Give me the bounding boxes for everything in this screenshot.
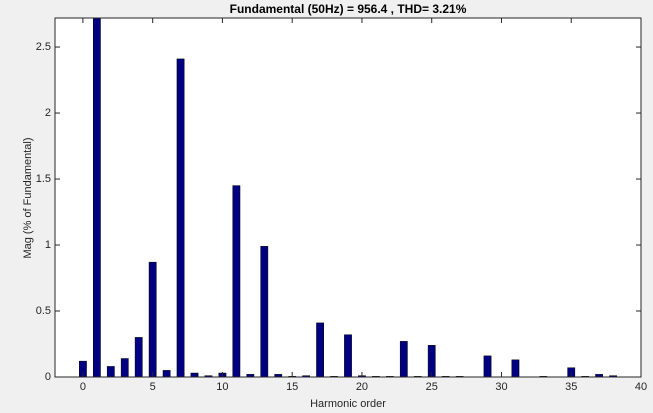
x-tick-label: 10 xyxy=(216,381,228,393)
x-axis-label: Harmonic order xyxy=(310,398,386,410)
bar xyxy=(511,359,520,377)
bar xyxy=(148,261,157,377)
x-tick-label: 30 xyxy=(495,381,507,393)
bar xyxy=(344,334,352,377)
bar xyxy=(120,358,129,377)
x-tick-label: 20 xyxy=(356,381,368,393)
y-tick-label: 2 xyxy=(45,107,51,119)
bar xyxy=(399,341,408,377)
bar xyxy=(176,58,185,377)
x-tick-label: 35 xyxy=(565,381,577,393)
x-tick-label: 0 xyxy=(80,381,86,393)
y-tick-label: 1 xyxy=(45,239,51,251)
x-tick-label: 40 xyxy=(635,381,647,393)
y-tick-label: 1.5 xyxy=(36,173,51,185)
axes-box xyxy=(54,17,642,378)
plot-area xyxy=(55,18,641,377)
x-tick-label: 5 xyxy=(150,381,156,393)
y-axis-label: Mag (% of Fundamental) xyxy=(22,137,34,258)
y-tick-label: 0 xyxy=(45,371,51,383)
bar xyxy=(106,366,115,377)
x-tick-label: 15 xyxy=(286,381,298,393)
bar xyxy=(79,360,87,377)
bar xyxy=(190,372,199,377)
bar xyxy=(134,337,143,377)
x-tick-label: 25 xyxy=(426,381,438,393)
chart-title: Fundamental (50Hz) = 956.4 , THD= 3.21% xyxy=(230,2,467,16)
bar xyxy=(260,246,269,377)
bar xyxy=(316,322,324,377)
bar xyxy=(483,355,492,377)
y-tick-label: 0.5 xyxy=(36,305,51,317)
y-tick-label: 2.5 xyxy=(36,41,51,53)
bar xyxy=(232,185,241,377)
bar xyxy=(162,370,171,377)
bar xyxy=(92,18,101,377)
